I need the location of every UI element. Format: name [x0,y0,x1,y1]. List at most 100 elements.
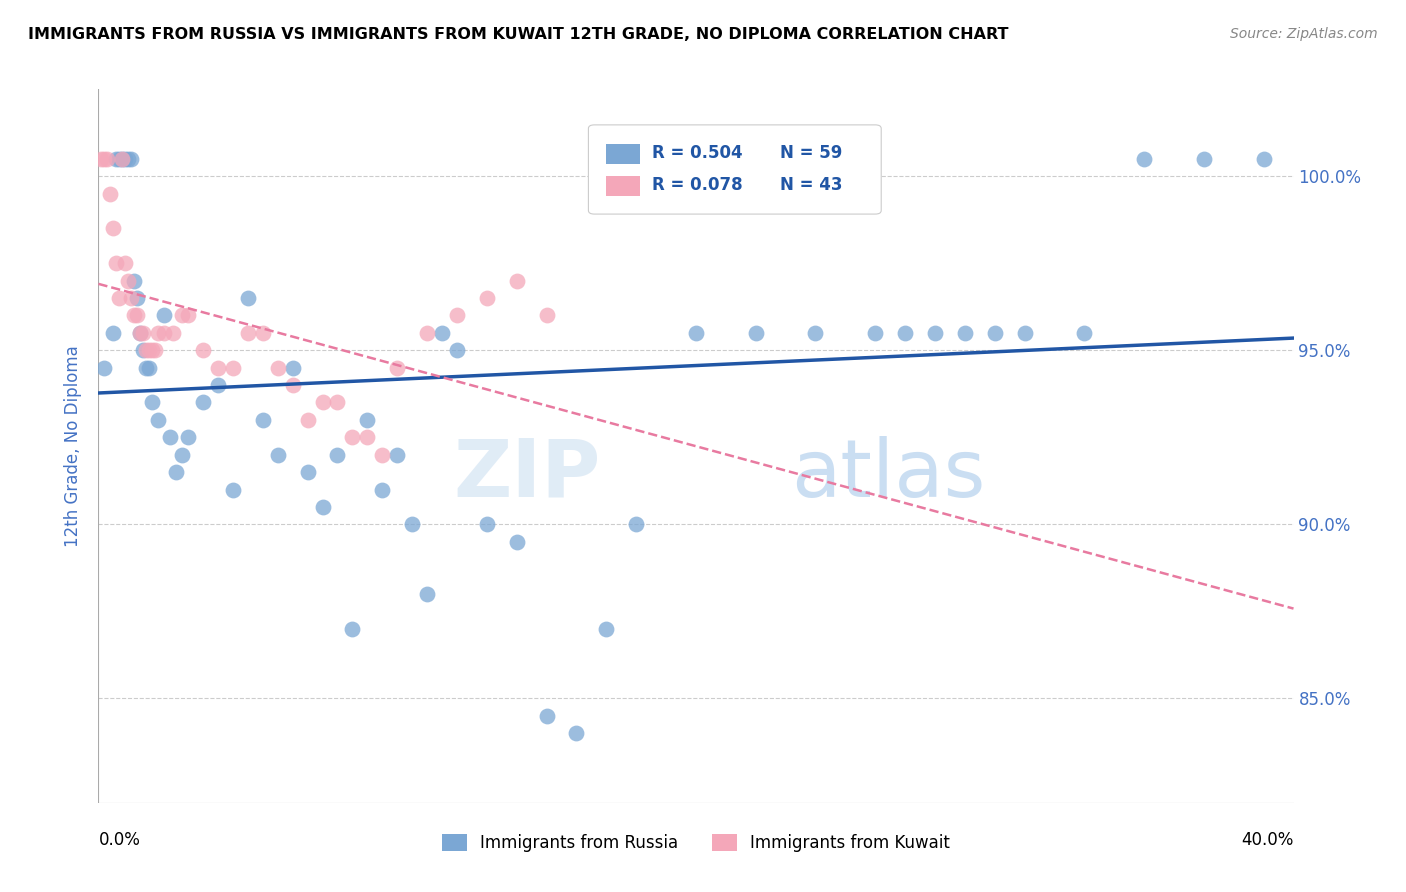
Text: R = 0.078: R = 0.078 [652,176,742,194]
Legend: Immigrants from Russia, Immigrants from Kuwait: Immigrants from Russia, Immigrants from … [436,827,956,859]
Point [114,256,136,270]
Point [401,517,423,532]
Point [281,360,304,375]
Point [105,256,128,270]
Point [172,309,194,323]
Point [626,517,648,532]
Point [103,326,125,340]
Point [148,413,170,427]
Point [446,343,468,358]
Point [475,291,498,305]
Point [326,448,349,462]
Point [1014,326,1036,340]
Point [177,309,200,323]
Point [475,517,498,532]
Text: Source: ZipAtlas.com: Source: ZipAtlas.com [1230,27,1378,41]
Point [141,395,163,409]
Point [124,274,146,288]
Point [1133,152,1156,166]
Point [894,326,917,340]
Point [342,622,364,636]
Point [506,274,529,288]
Point [111,152,134,166]
Point [267,448,290,462]
Point [93,360,115,375]
Text: atlas: atlas [792,435,986,514]
Point [236,291,259,305]
Point [371,448,394,462]
Point [863,326,887,340]
Point [371,483,394,497]
Point [114,152,136,166]
Point [446,309,468,323]
Point [536,309,558,323]
Point [159,430,181,444]
Text: N = 59: N = 59 [779,144,842,161]
Point [143,343,166,358]
Point [385,448,409,462]
Point [135,360,157,375]
Point [191,395,214,409]
FancyBboxPatch shape [606,145,640,164]
Point [177,430,200,444]
Point [172,448,194,462]
Point [105,152,128,166]
Text: 0.0%: 0.0% [98,831,141,849]
FancyBboxPatch shape [588,125,882,214]
Point [281,378,304,392]
Point [141,343,163,358]
Point [111,152,134,166]
Point [100,186,122,201]
Point [117,274,139,288]
Point [207,378,229,392]
Text: N = 43: N = 43 [779,176,842,194]
Point [222,483,245,497]
Point [416,587,439,601]
Text: 40.0%: 40.0% [1241,831,1294,849]
Point [108,291,131,305]
Point [356,430,378,444]
Point [132,343,155,358]
Point [430,326,453,340]
Point [311,395,333,409]
Point [252,413,274,427]
Point [127,291,149,305]
Point [506,534,529,549]
Point [565,726,588,740]
Point [1253,152,1275,166]
Point [953,326,976,340]
Point [132,326,155,340]
Point [267,360,290,375]
Text: ZIP: ZIP [453,435,600,514]
Point [124,309,146,323]
Point [90,152,112,166]
Point [93,152,115,166]
Point [236,326,259,340]
Point [595,622,617,636]
Point [207,360,229,375]
Point [984,326,1007,340]
Point [342,430,364,444]
Point [138,343,160,358]
Point [127,309,149,323]
Point [117,152,139,166]
Point [135,343,157,358]
Point [311,500,333,514]
Point [297,465,319,479]
Point [1192,152,1215,166]
Point [165,465,187,479]
Point [834,152,856,166]
Point [252,326,274,340]
Point [103,221,125,235]
Point [191,343,214,358]
Point [153,309,176,323]
Point [536,708,558,723]
Point [96,152,118,166]
Point [685,326,707,340]
Y-axis label: 12th Grade, No Diploma: 12th Grade, No Diploma [65,345,83,547]
Point [120,152,142,166]
Point [129,326,152,340]
Text: R = 0.504: R = 0.504 [652,144,742,161]
Point [745,326,768,340]
Point [120,291,142,305]
